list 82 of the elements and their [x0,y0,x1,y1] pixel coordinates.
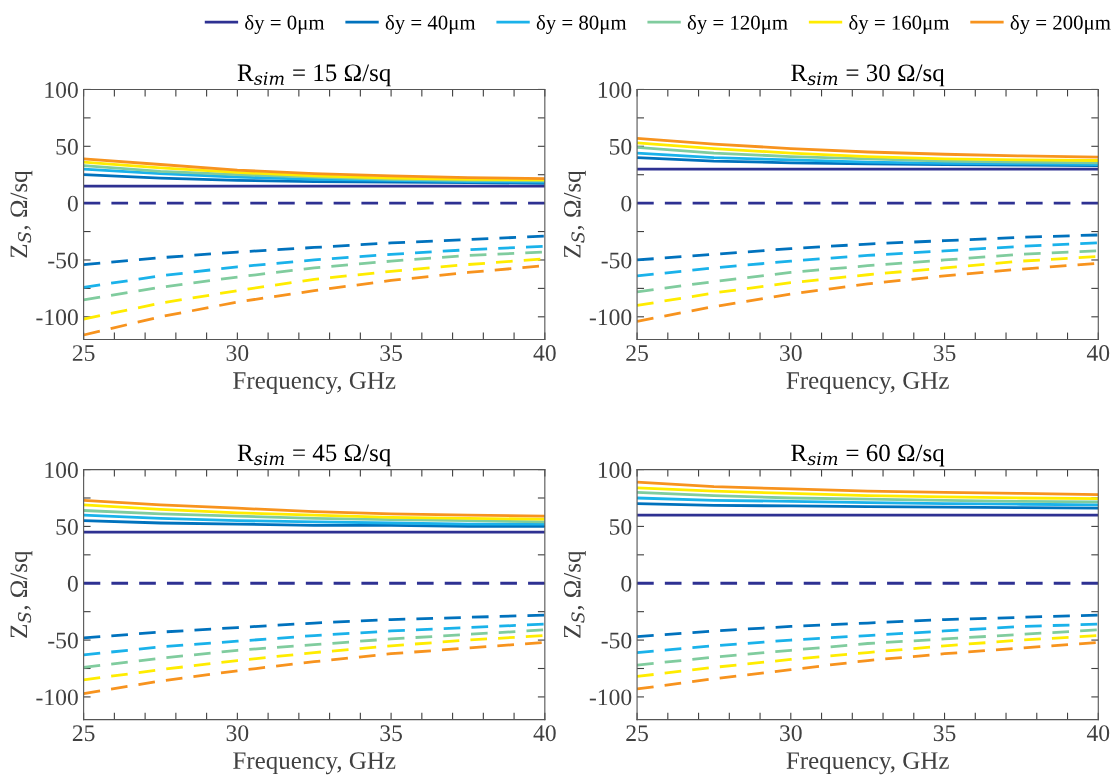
legend-label: δy = 80μm [536,14,627,34]
y-axis-title: Z$_{S}$, Ω/sq [10,170,33,258]
line-series [637,233,1099,262]
line-series [637,141,1099,162]
line-series [637,496,1099,507]
y-tick-label: 0 [67,195,78,212]
y-tick-label: 50 [56,138,78,155]
x-axis-title: Frequency, GHz [786,752,949,775]
line-series [83,509,545,524]
x-tick-label: 30 [780,345,802,362]
line-series [83,640,545,695]
chart-title: R$_{sim}$ = 45 Ω/sq [237,444,391,467]
y-tick-label: -100 [589,309,632,326]
x-axis-title: Frequency, GHz [233,372,396,395]
legend-label: δy = 0μm [245,14,325,34]
x-tick-label: 40 [533,345,556,362]
line-series [637,151,1099,166]
y-tick-label: -100 [589,689,632,706]
chart-title: R$_{sim}$ = 60 Ω/sq [791,444,945,467]
line-series [83,513,545,526]
x-tick-label: 40 [533,725,556,742]
x-tick-label: 35 [933,345,956,362]
x-tick-label: 25 [626,345,648,362]
legend-label: δy = 120μm [687,14,788,34]
line-series [83,503,545,521]
y-tick-label: 0 [67,575,78,592]
line-series [83,634,545,682]
x-tick-label: 40 [1086,725,1110,742]
line-series [637,640,1099,691]
line-series [83,628,545,669]
legend-label: δy = 160μm [849,14,950,34]
y-tick-label: 50 [609,518,632,535]
line-series [83,498,545,518]
line-series [637,241,1099,278]
line-series [637,486,1099,500]
y-tick-label: 0 [621,195,632,212]
x-tick-label: 35 [380,725,402,742]
line-series [637,622,1099,654]
y-tick-label: -100 [36,309,78,326]
line-series [637,480,1099,496]
x-tick-label: 30 [780,725,802,742]
legend-label: δy = 40μm [385,14,476,34]
line-series [637,490,1099,504]
line-series [637,249,1099,294]
y-tick-label: -50 [48,632,78,649]
line-series [83,234,545,266]
line-series [83,613,545,640]
y-tick-label: 100 [598,462,632,478]
y-tick-label: 100 [45,81,78,98]
x-tick-label: 35 [380,345,402,362]
x-tick-label: 30 [226,345,249,362]
line-series [83,250,545,302]
y-tick-label: -50 [48,252,78,269]
y-tick-label: -50 [601,632,632,649]
y-tick-label: 0 [621,575,632,592]
line-series [637,634,1099,678]
line-series [637,613,1099,639]
y-tick-label: 50 [609,138,632,155]
line-series [637,628,1099,667]
chart-title: R$_{sim}$ = 15 Ω/sq [237,64,391,87]
line-series [637,136,1099,159]
y-tick-label: 100 [45,462,78,478]
x-tick-label: 35 [933,725,956,742]
x-axis-title: Frequency, GHz [233,752,396,775]
y-tick-label: 100 [598,81,632,98]
x-tick-label: 25 [72,345,95,362]
y-axis-title: Z$_{S}$, Ω/sq [563,170,586,258]
line-series [83,244,545,289]
x-tick-label: 25 [626,725,648,742]
line-series [83,622,545,657]
y-tick-label: -100 [36,689,78,706]
x-tick-label: 30 [226,725,249,742]
y-axis-title: Z$_{S}$, Ω/sq [563,550,586,638]
legend-label: δy = 200μm [1010,14,1111,34]
x-tick-label: 25 [72,725,95,742]
y-tick-label: 50 [56,518,78,535]
x-tick-label: 40 [1086,345,1110,362]
chart-title: R$_{sim}$ = 30 Ω/sq [791,64,945,87]
line-series [637,146,1099,165]
y-tick-label: -50 [601,252,632,269]
x-axis-title: Frequency, GHz [786,372,949,395]
y-axis-title: Z$_{S}$, Ω/sq [10,550,33,638]
